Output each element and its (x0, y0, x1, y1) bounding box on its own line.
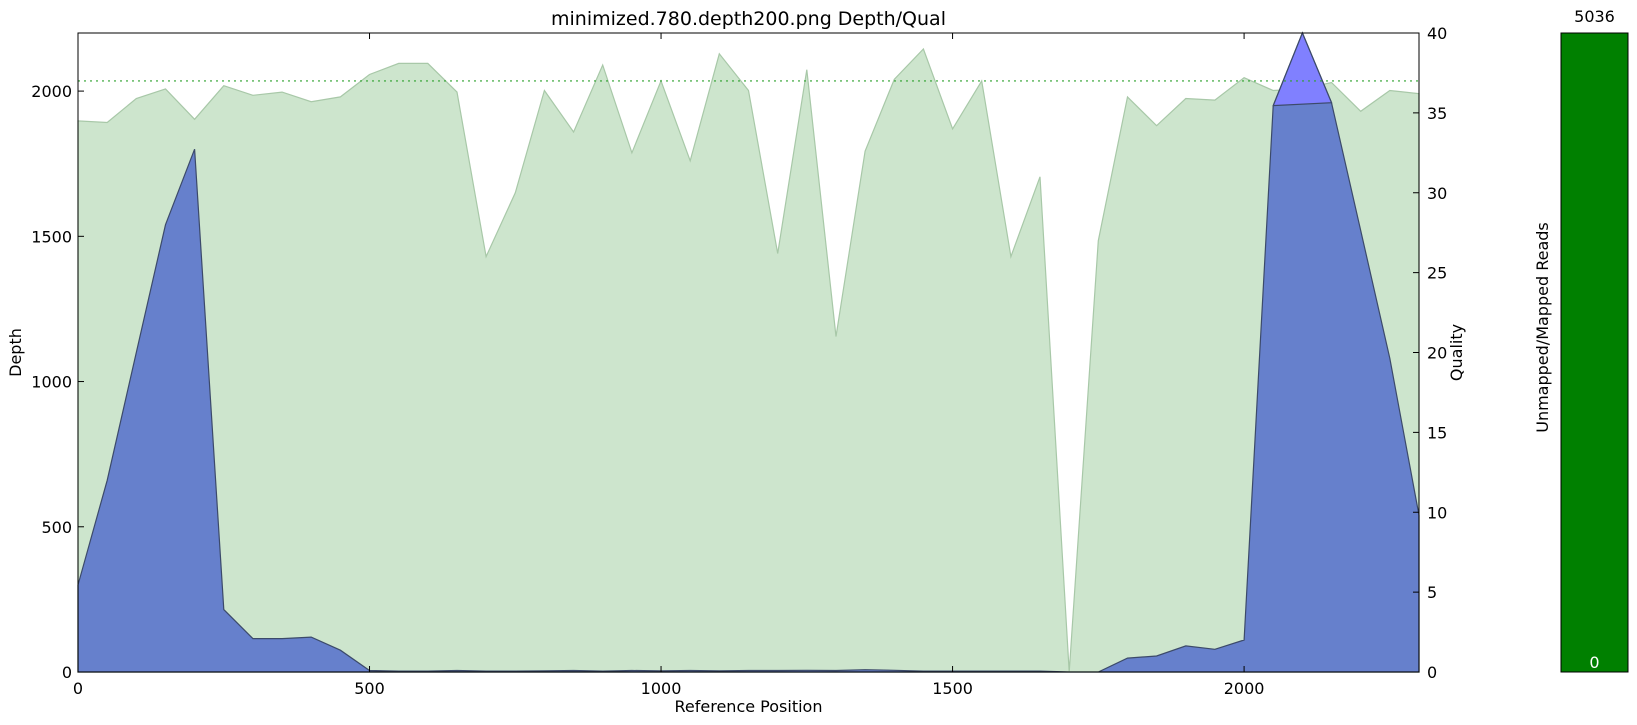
y2-tick-label: 35 (1427, 104, 1447, 123)
bar-axis-title: Unmapped/Mapped Reads (1533, 222, 1552, 433)
depth-peak-highlight (1272, 31, 1333, 107)
quality-area (77, 47, 1420, 673)
x-tick-label: 1000 (641, 679, 682, 698)
x-tick-label: 500 (354, 679, 385, 698)
y-tick-label: 500 (41, 518, 72, 537)
y2-tick-label: 15 (1427, 423, 1447, 442)
y-tick-label: 1500 (31, 227, 72, 246)
mapped-reads-bar (1560, 32, 1629, 673)
x-tick-label: 1500 (932, 679, 973, 698)
x-axis-ticks: 0 500 1000 1500 2000 (73, 33, 1265, 698)
y2-tick-label: 20 (1427, 344, 1447, 363)
mapped-reads-bar-chart: 5036 0 Unmapped/Mapped Reads (1533, 7, 1629, 673)
y-tick-label: 0 (62, 663, 72, 682)
quality-series (77, 47, 1420, 673)
y2-tick-label: 30 (1427, 184, 1447, 203)
bar-bottom-label: 0 (1589, 653, 1599, 672)
y2-tick-label: 25 (1427, 264, 1447, 283)
y2-tick-label: 10 (1427, 503, 1447, 522)
y-tick-label: 1000 (31, 373, 72, 392)
y-axis-ticks: 0 500 1000 1500 2000 (31, 82, 84, 682)
x-tick-label: 2000 (1224, 679, 1265, 698)
y-tick-label: 2000 (31, 82, 72, 101)
y2-tick-label: 0 (1427, 663, 1437, 682)
y2-axis-title: Quality (1447, 324, 1466, 381)
depth-series (77, 31, 1420, 673)
y2-axis-ticks: 0 5 10 15 20 25 30 35 40 (1413, 24, 1447, 682)
bar-top-label: 5036 (1574, 7, 1615, 26)
chart-title: minimized.780.depth200.png Depth/Qual (551, 8, 946, 30)
x-tick-label: 0 (73, 679, 83, 698)
y2-tick-label: 40 (1427, 24, 1447, 43)
y2-tick-label: 5 (1427, 583, 1437, 602)
depth-quality-chart: 0 500 1000 1500 2000 0 500 1000 1500 2000 0 5 10 15… (6, 8, 1466, 716)
x-axis-title: Reference Position (675, 697, 823, 716)
y-axis-title: Depth (6, 328, 25, 377)
